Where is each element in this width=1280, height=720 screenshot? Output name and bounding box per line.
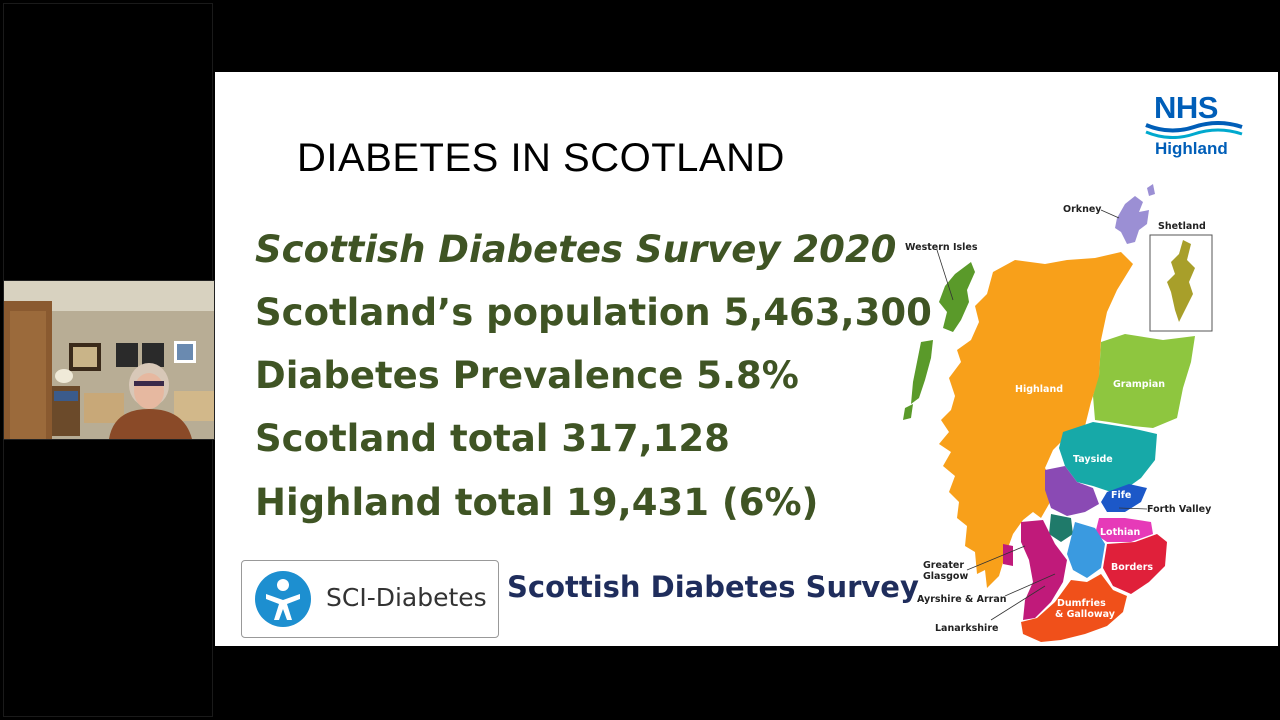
person-icon <box>255 571 311 627</box>
stat-survey-year: Scottish Diabetes Survey 2020 <box>255 228 897 271</box>
map-region-forth-valley <box>1045 466 1099 516</box>
slide-title: DIABETES IN SCOTLAND <box>297 136 785 180</box>
waves-icon <box>1145 121 1243 139</box>
label-grampian: Grampian <box>1113 379 1165 390</box>
nhs-highland-logo: NHS Highland <box>1144 90 1244 162</box>
map-region-grampian <box>1093 334 1195 428</box>
label-forth-valley: Forth Valley <box>1147 504 1212 515</box>
label-greater-glasgow-line1: Greater <box>923 560 964 571</box>
map-region-orkney <box>1115 184 1155 244</box>
label-highland: Highland <box>1015 384 1063 395</box>
stat-population: Scotland’s population 5,463,300 <box>255 291 932 334</box>
map-region-borders <box>1103 534 1167 594</box>
sci-diabetes-logo: SCI-Diabetes <box>241 560 499 638</box>
shetland-inset <box>1149 234 1213 332</box>
map-region-highland <box>939 252 1133 588</box>
label-greater-glasgow-line2: Glasgow <box>923 571 968 582</box>
nhs-logo-region: Highland <box>1155 139 1228 158</box>
label-fife: Fife <box>1111 490 1131 501</box>
map-region-dumfries-galloway <box>1021 574 1127 642</box>
map-region-western-isles <box>903 262 975 420</box>
scotland-health-board-map: Orkney Shetland Western Isles Highland G… <box>903 184 1213 642</box>
label-dumfries-line2: & Galloway <box>1055 609 1116 620</box>
label-shetland: Shetland <box>1158 221 1206 232</box>
label-ayrshire-arran: Ayrshire & Arran <box>917 594 1007 605</box>
map-region-tayside <box>1059 422 1157 492</box>
map-region-fife <box>1101 484 1147 512</box>
map-region-lothian <box>1095 518 1153 542</box>
participant-video[interactable] <box>3 280 215 440</box>
map-region-greater-glasgow <box>1049 514 1073 542</box>
nhs-logo-text: NHS <box>1154 90 1218 125</box>
stat-prevalence: Diabetes Prevalence 5.8% <box>255 354 799 397</box>
presentation-slide: DIABETES IN SCOTLAND Scottish Diabetes S… <box>215 72 1278 646</box>
sci-diabetes-label: SCI-Diabetes <box>326 583 487 612</box>
survey-label: Scottish Diabetes Survey <box>507 570 919 604</box>
map-region-lanarkshire <box>1067 522 1105 578</box>
map-region-ayrshire-arran <box>1021 520 1067 620</box>
map-region-shetland <box>1167 240 1195 322</box>
stat-highland-total: Highland total 19,431 (6%) <box>255 481 819 524</box>
stat-scotland-total: Scotland total 317,128 <box>255 417 730 460</box>
label-borders: Borders <box>1111 562 1153 573</box>
label-dumfries-line1: Dumfries <box>1057 598 1106 609</box>
label-lothian: Lothian <box>1100 527 1141 538</box>
label-lanarkshire: Lanarkshire <box>935 623 998 634</box>
label-western-isles: Western Isles <box>905 242 978 253</box>
label-orkney: Orkney <box>1063 204 1102 215</box>
label-tayside: Tayside <box>1073 454 1113 465</box>
